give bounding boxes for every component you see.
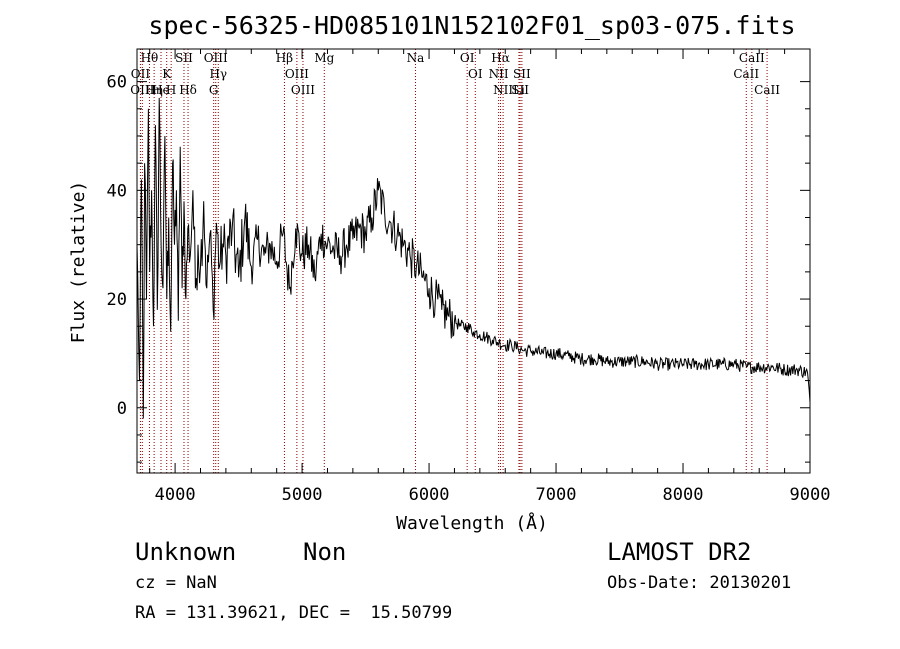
line-marker-label: SII: [511, 83, 529, 97]
line-marker-label: OI: [468, 67, 483, 81]
line-marker-label: OIII: [291, 83, 315, 97]
x-tick-label: 8000: [663, 485, 704, 505]
survey-label: LAMOST DR2: [607, 538, 752, 566]
spectrum-line: [136, 97, 811, 419]
coordinates-text: RA = 131.39621, DEC = 15.50799: [135, 603, 453, 623]
x-tick-label: 4000: [155, 485, 196, 505]
x-axis-label: Wavelength (Å): [396, 512, 548, 534]
line-marker-label: NII: [493, 83, 513, 97]
x-axis: 4000 5000 6000 7000 8000 9000: [149, 49, 831, 505]
line-marker-label: OIII: [285, 67, 309, 81]
x-tick-label: 5000: [282, 485, 323, 505]
x-tick-label: 9000: [790, 485, 831, 505]
y-tick-label: 40: [107, 181, 127, 201]
y-axis: 0 20 40 60: [107, 73, 810, 463]
line-marker-label: CaII: [754, 83, 780, 97]
line-marker-label: SII: [513, 67, 531, 81]
x-tick-label: 6000: [409, 485, 450, 505]
line-marker-label: OI: [460, 51, 475, 65]
obs-date-text: Obs-Date: 20130201: [607, 573, 792, 593]
y-tick-label: 60: [107, 73, 127, 93]
line-marker-label: Hα: [491, 51, 510, 65]
line-marker-label: SII: [175, 51, 193, 65]
spectrum-series: [136, 97, 811, 419]
y-tick-label: 20: [107, 290, 127, 310]
line-marker-label: Hγ: [209, 67, 227, 81]
class-label: Unknown: [135, 538, 237, 566]
line-marker-label: Li: [513, 83, 525, 97]
line-marker-label: OII: [131, 67, 151, 81]
line-marker-label: Hβ: [276, 51, 293, 65]
redshift-text: cz = NaN: [135, 573, 217, 593]
subclass-label: Non: [303, 538, 347, 566]
chart-title: spec-56325-HD085101N152102F01_sp03-075.f…: [148, 11, 795, 40]
plot-frame: [136, 48, 811, 474]
line-marker-label: Na: [407, 51, 425, 65]
line-marker-label: He: [152, 83, 170, 97]
line-marker-label: NII: [489, 67, 509, 81]
line-marker-label: Hδ: [179, 83, 197, 97]
y-axis-label: Flux (relative): [68, 181, 89, 344]
line-marker-label: H: [166, 83, 176, 97]
line-marker-label: K: [162, 67, 172, 81]
line-marker-label: OIII: [130, 83, 154, 97]
line-marker-label: OIII: [204, 51, 228, 65]
y-tick-label: 0: [117, 399, 127, 419]
line-marker-label: G: [209, 83, 219, 97]
line-marker-label: Mg: [314, 51, 334, 65]
x-tick-label: 7000: [536, 485, 577, 505]
line-marker-label: CaII: [733, 67, 759, 81]
line-marker-label: CaII: [739, 51, 765, 65]
line-marker-label: Hη: [145, 83, 163, 97]
